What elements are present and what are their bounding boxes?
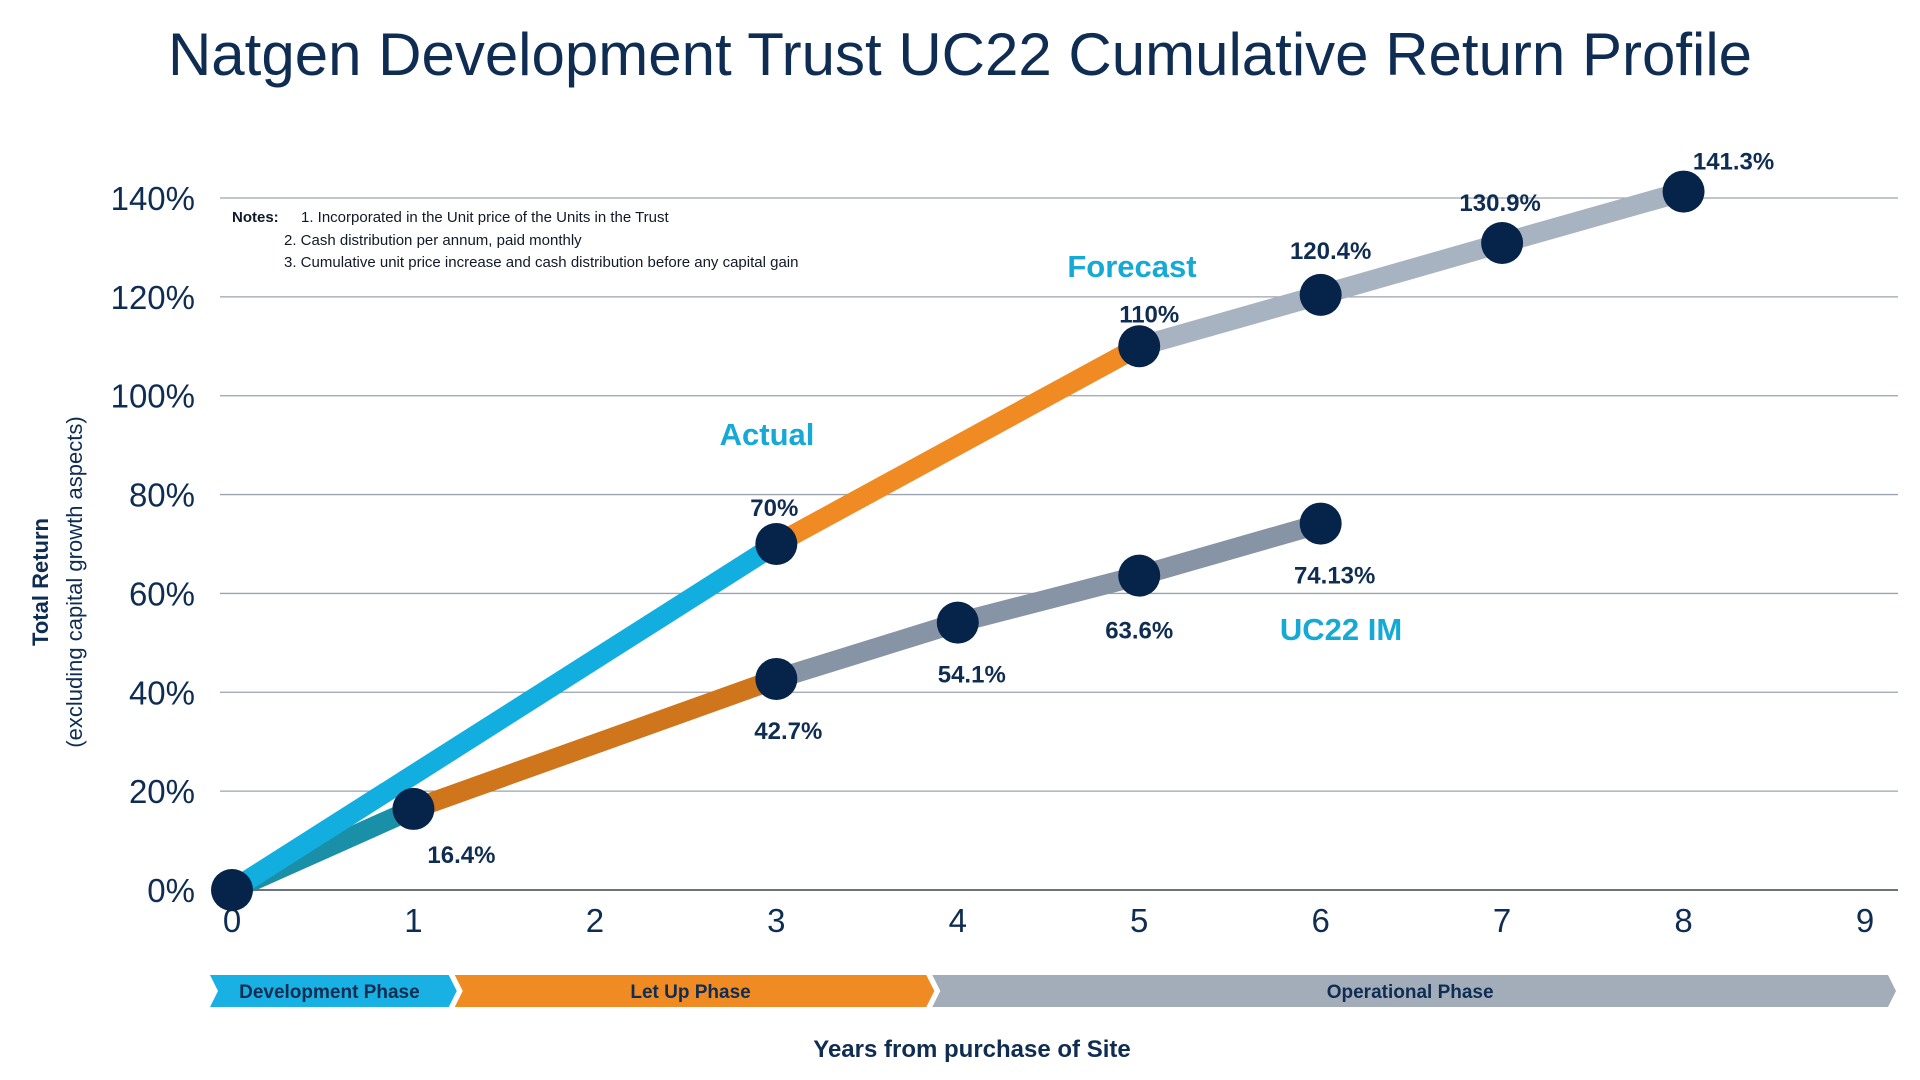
y-axis-label: Total Return (excluding capital growth a… — [28, 416, 87, 747]
data-label: 110% — [1119, 301, 1179, 328]
forecast-line-segment — [1317, 233, 1505, 305]
series-markers — [211, 170, 1705, 911]
data-label: 54.1% — [938, 662, 1006, 689]
note-1: 1. Incorporated in the Unit price of the… — [301, 209, 670, 226]
series-annotations: Actual Forecast UC22 IM — [720, 245, 1402, 647]
data-point-marker — [211, 869, 253, 911]
phase-segment — [932, 975, 1896, 1007]
data-point-marker — [1118, 554, 1161, 597]
data-label: 70% — [750, 495, 798, 522]
y-tick-label: 0% — [147, 872, 195, 909]
x-tick-label: 7 — [1493, 902, 1511, 939]
note-2: 2. Cash distribution per annum, paid mon… — [284, 232, 582, 249]
y-axis-label-main: Total Return — [28, 518, 53, 646]
phase-label: Operational Phase — [1327, 982, 1494, 1003]
x-axis-label: Years from purchase of Site — [813, 1036, 1130, 1063]
x-axis-ticks: 0 1 2 3 4 5 6 7 8 9 — [223, 902, 1874, 939]
x-tick-label: 3 — [767, 902, 785, 939]
y-tick-label: 100% — [111, 378, 195, 415]
forecast-line-segment — [1136, 285, 1324, 356]
data-point-marker — [755, 657, 798, 700]
note-3: 3. Cumulative unit price increase and ca… — [284, 254, 798, 271]
phase-label: Development Phase — [239, 982, 420, 1003]
phase-segment — [454, 975, 935, 1007]
y-tick-label: 20% — [129, 773, 195, 810]
data-labels: 110% 120.4% 130.9% 141.3% 16.4% 42.7% 54.1% 63.… — [427, 149, 1774, 869]
data-label: 42.7% — [754, 718, 822, 745]
notes-heading: Notes: — [232, 209, 279, 226]
data-label: 130.9% — [1459, 190, 1540, 217]
data-label: 63.6% — [1105, 618, 1173, 645]
chart-title: Natgen Development Trust UC22 Cumulative… — [168, 21, 1752, 88]
x-tick-label: 5 — [1130, 902, 1148, 939]
uc22-im-line-segment — [773, 613, 961, 689]
data-point-marker — [1118, 325, 1161, 368]
data-point-marker — [1299, 502, 1342, 545]
data-point-marker — [1662, 170, 1705, 213]
x-tick-label: 6 — [1311, 902, 1329, 939]
uc22-im-line-segment — [410, 669, 780, 819]
x-tick-label: 8 — [1674, 902, 1692, 939]
data-point-marker — [1299, 273, 1342, 316]
y-tick-label: 120% — [111, 279, 195, 316]
series-label-uc22-im: UC22 IM — [1280, 612, 1402, 647]
data-label: 120.4% — [1290, 238, 1371, 265]
x-tick-label: 0 — [223, 902, 241, 939]
forecast-line-segment — [1499, 181, 1687, 253]
forecast-label-background — [1055, 245, 1210, 293]
forecast-line-segment — [771, 337, 1145, 553]
y-tick-label: 80% — [129, 477, 195, 514]
series-lines — [226, 181, 1687, 900]
uc22-im-line-segment — [955, 565, 1142, 633]
y-tick-label: 140% — [111, 180, 195, 217]
data-label: 141.3% — [1693, 149, 1774, 176]
data-label: 16.4% — [427, 842, 495, 869]
actual-line-segment — [226, 535, 782, 899]
y-tick-label: 60% — [129, 575, 195, 612]
x-tick-label: 1 — [404, 902, 422, 939]
notes-box: Notes: 1. Incorporated in the Unit price… — [232, 209, 798, 271]
data-point-marker — [392, 787, 435, 830]
data-point-marker — [936, 601, 979, 644]
y-axis-ticks: 0% 20% 40% 60% 80% 100% 120% 140% — [111, 180, 195, 909]
phase-segment — [210, 975, 457, 1007]
x-tick-label: 9 — [1856, 902, 1874, 939]
phase-bar: Development Phase Let Up Phase Operational… — [210, 975, 1896, 1007]
y-tick-label: 40% — [129, 674, 195, 711]
y-axis-label-sub: (excluding capital growth aspects) — [62, 416, 87, 747]
data-point-marker — [755, 523, 798, 565]
series-label-forecast: Forecast — [1067, 249, 1196, 284]
uc22-im-line-segment — [1136, 513, 1324, 586]
x-tick-label: 4 — [949, 902, 967, 939]
x-tick-label: 2 — [586, 902, 604, 939]
phase-label: Let Up Phase — [630, 982, 750, 1003]
data-label: 74.13% — [1294, 563, 1375, 590]
data-point-marker — [1481, 221, 1524, 264]
series-label-actual: Actual — [720, 417, 815, 452]
